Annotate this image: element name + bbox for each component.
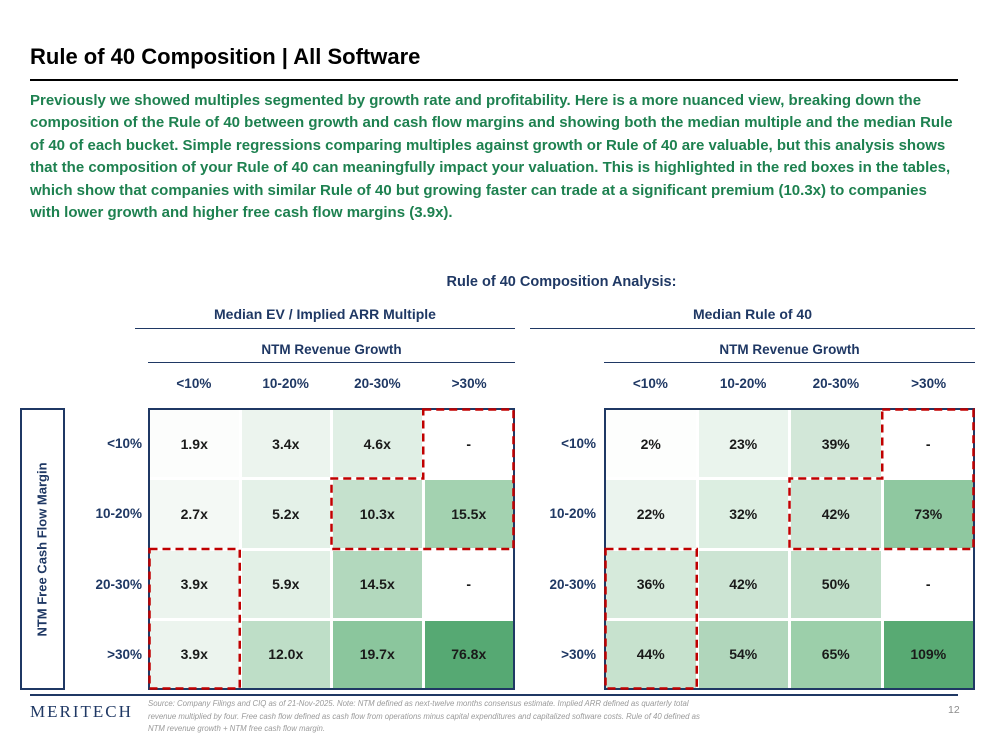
column-header: <10% [176,376,212,391]
row-header: >30% [107,647,142,663]
heatmap-cell: 12.0x [241,620,330,688]
column-header: 20-30% [354,376,401,391]
heatmap-cell: 19.7x [333,620,422,688]
source-note-line: NTM revenue growth + NTM free cash flow … [148,724,326,733]
intro-paragraph: Previously we showed multiples segmented… [30,92,953,222]
row-header: 20-30% [95,576,142,592]
column-header: >30% [451,376,487,391]
heatmap-cell: 5.9x [241,550,330,618]
right-column-headers: <10% 10-20% 20-30% >30% [604,376,975,391]
right-heatmap-table: 2% 23% 39% -22% 32% 42% 73% 36% 42% 50% -44% 54% 65%… [604,408,975,690]
footer-divider [30,694,958,696]
heatmap-cell: 65% [791,620,881,688]
column-header: 10-20% [719,376,767,391]
column-header: 20-30% [812,376,860,391]
heatmap-cell: 39% [791,410,881,478]
heatmap-cell: 4.6x [333,410,422,478]
heatmap-cell: 36% [606,550,696,618]
heatmap-cell: 10.3x [333,480,422,548]
heatmap-cell: 15.5x [424,480,513,548]
column-header: <10% [632,376,668,391]
source-note: Source: Company Filings and CIQ as of 21… [148,698,848,734]
page-number: 12 [948,704,960,716]
heatmap-cell: 109% [883,620,973,688]
heatmap-cell: - [883,410,973,478]
left-heatmap-grid: 1.9x 3.4x 4.6x -2.7x 5.2x 10.3x 15.5x 3.9x 5.9x 1… [150,410,513,688]
heatmap-cell: 3.9x [150,550,239,618]
row-header: <10% [561,435,596,451]
left-growth-axis-label: NTM Revenue Growth [148,342,515,363]
heatmap-cell: 1.9x [150,410,239,478]
heatmap-cell: 50% [791,550,881,618]
heatmap-cell: 73% [883,480,973,548]
left-column-headers: <10% 10-20% 20-30% >30% [148,376,515,391]
heatmap-cell: 3.4x [241,410,330,478]
heatmap-cell: - [883,550,973,618]
heatmap-cell: - [424,410,513,478]
right-growth-axis-label: NTM Revenue Growth [604,342,975,363]
page-title: Rule of 40 Composition | All Software [30,44,421,69]
heatmap-cell: 2.7x [150,480,239,548]
row-header: <10% [107,435,142,451]
fcf-margin-axis-box: NTM Free Cash Flow Margin [20,408,65,690]
heatmap-cell: 76.8x [424,620,513,688]
heatmap-cell: 32% [698,480,788,548]
heatmap-cell: 2% [606,410,696,478]
row-header: 10-20% [549,506,596,522]
row-header: 10-20% [95,506,142,522]
right-row-headers: <10% 10-20% 20-30% >30% [512,408,596,690]
left-table-title: Median EV / Implied ARR Multiple [135,306,515,329]
heatmap-cell: 54% [698,620,788,688]
row-header: >30% [561,647,596,663]
heatmap-cell: 42% [791,480,881,548]
heatmap-cell: 14.5x [333,550,422,618]
right-heatmap-grid: 2% 23% 39% -22% 32% 42% 73% 36% 42% 50% -44% 54% 65%… [606,410,973,688]
meritech-logo: MERITECH [30,702,133,721]
section-heading: Rule of 40 Composition Analysis: [446,274,677,290]
column-header: 10-20% [262,376,309,391]
heatmap-cell: 5.2x [241,480,330,548]
right-table-title: Median Rule of 40 [530,306,975,329]
heatmap-cell: 22% [606,480,696,548]
source-note-line: revenue multiplied by four. Free cash fl… [148,711,700,721]
fcf-margin-axis-label: NTM Free Cash Flow Margin [35,461,51,637]
heatmap-cell: 3.9x [150,620,239,688]
left-heatmap-table: 1.9x 3.4x 4.6x -2.7x 5.2x 10.3x 15.5x 3.9x 5.9x 1… [148,408,515,690]
heatmap-cell: 42% [698,550,788,618]
heatmap-cell: 23% [698,410,788,478]
left-row-headers: <10% 10-20% 20-30% >30% [56,408,142,690]
title-divider [30,79,958,81]
heatmap-cell: 44% [606,620,696,688]
column-header: >30% [911,376,947,391]
heatmap-cell: - [424,550,513,618]
row-header: 20-30% [549,576,596,592]
source-note-line: Source: Company Filings and CIQ as of 21… [148,699,689,708]
